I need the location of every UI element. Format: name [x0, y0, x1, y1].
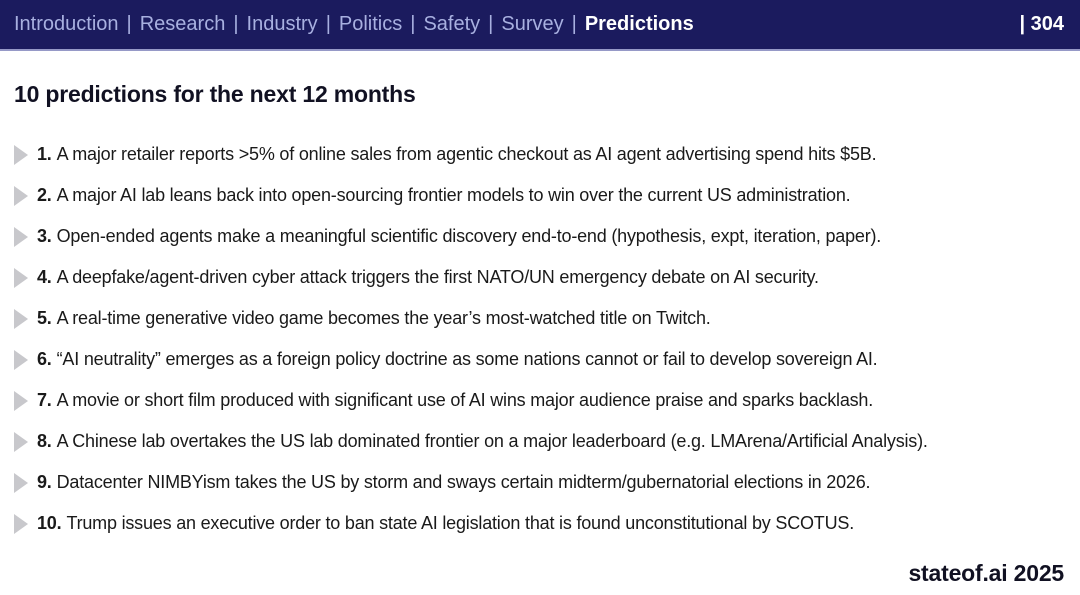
prediction-number: 8. — [37, 431, 52, 451]
prediction-text: A major AI lab leans back into open-sour… — [56, 185, 851, 205]
prediction-item: 4. A deepfake/agent-driven cyber attack … — [0, 257, 1080, 298]
top-nav-bar: Introduction | Research | Industry | Pol… — [0, 0, 1080, 51]
prediction-item: 7. A movie or short film produced with s… — [0, 380, 1080, 421]
prediction-text: Datacenter NIMBYism takes the US by stor… — [56, 472, 871, 492]
arrow-bullet-icon — [14, 390, 28, 411]
arrow-bullet-icon — [14, 226, 28, 247]
nav-separator: | — [488, 13, 494, 35]
prediction-number: 10. — [37, 513, 62, 533]
prediction-text: A major retailer reports >5% of online s… — [56, 144, 877, 164]
prediction-number: 6. — [37, 349, 52, 369]
nav-separator: | — [410, 13, 416, 35]
prediction-item: 9. Datacenter NIMBYism takes the US by s… — [0, 462, 1080, 503]
prediction-number: 2. — [37, 185, 52, 205]
prediction-number: 4. — [37, 267, 52, 287]
prediction-text: A Chinese lab overtakes the US lab domin… — [56, 431, 928, 451]
arrow-bullet-icon — [14, 267, 28, 288]
brand-stateofai: stateof.ai 2025 — [908, 560, 1064, 586]
prediction-text: A movie or short film produced with sign… — [56, 390, 874, 410]
prediction-text: A deepfake/agent-driven cyber attack tri… — [56, 267, 819, 287]
arrow-bullet-icon — [14, 308, 28, 329]
prediction-number: 9. — [37, 472, 52, 492]
nav-item-politics[interactable]: Politics — [338, 13, 403, 35]
prediction-item: 8. A Chinese lab overtakes the US lab do… — [0, 421, 1080, 462]
prediction-text: Open-ended agents make a meaningful scie… — [56, 226, 882, 246]
nav-sections: Introduction | Research | Industry | Pol… — [14, 13, 694, 36]
nav-item-research[interactable]: Research — [139, 13, 226, 35]
nav-item-survey[interactable]: Survey — [501, 13, 564, 35]
nav-separator: | — [126, 13, 132, 35]
prediction-number: 5. — [37, 308, 52, 328]
arrow-bullet-icon — [14, 431, 28, 452]
prediction-number: 7. — [37, 390, 52, 410]
arrow-bullet-icon — [14, 472, 28, 493]
page-title: 10 predictions for the next 12 months — [14, 81, 416, 107]
predictions-list: 1. A major retailer reports >5% of onlin… — [0, 134, 1080, 544]
prediction-item: 3. Open-ended agents make a meaningful s… — [0, 216, 1080, 257]
arrow-bullet-icon — [14, 185, 28, 206]
prediction-text: A real-time generative video game become… — [56, 308, 711, 328]
prediction-item: 5. A real-time generative video game bec… — [0, 298, 1080, 339]
nav-separator: | — [325, 13, 331, 35]
prediction-item: 2. A major AI lab leans back into open-s… — [0, 175, 1080, 216]
arrow-bullet-icon — [14, 144, 28, 165]
arrow-bullet-icon — [14, 513, 28, 534]
nav-separator: | — [571, 13, 577, 35]
nav-separator: | — [233, 13, 239, 35]
nav-item-predictions-active[interactable]: Predictions — [584, 13, 694, 35]
nav-item-safety[interactable]: Safety — [423, 13, 481, 35]
prediction-number: 3. — [37, 226, 52, 246]
prediction-item: 1. A major retailer reports >5% of onlin… — [0, 134, 1080, 175]
nav-item-industry[interactable]: Industry — [246, 13, 318, 35]
page-number: | 304 — [1019, 13, 1064, 35]
prediction-text: Trump issues an executive order to ban s… — [66, 513, 854, 533]
nav-item-introduction[interactable]: Introduction — [14, 13, 119, 35]
arrow-bullet-icon — [14, 349, 28, 370]
prediction-item: 10. Trump issues an executive order to b… — [0, 503, 1080, 544]
prediction-number: 1. — [37, 144, 52, 164]
prediction-text: “AI neutrality” emerges as a foreign pol… — [56, 349, 878, 369]
prediction-item: 6. “AI neutrality” emerges as a foreign … — [0, 339, 1080, 380]
